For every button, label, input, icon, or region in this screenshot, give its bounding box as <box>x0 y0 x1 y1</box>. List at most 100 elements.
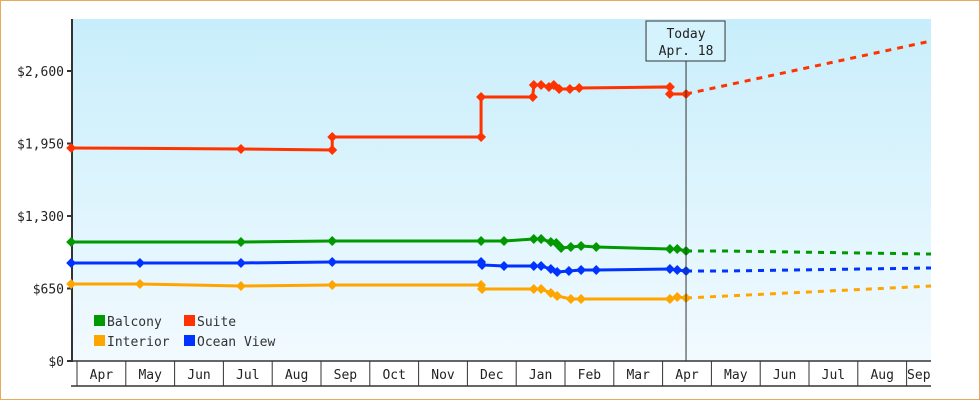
data-point <box>327 235 338 246</box>
data-point <box>672 291 683 302</box>
x-tick-label: Jul <box>822 368 845 383</box>
data-point <box>477 259 488 270</box>
y-tick-label: $2,600 <box>17 65 64 80</box>
data-point <box>235 281 246 292</box>
plot-area <box>72 19 931 361</box>
today-label: Today <box>666 27 705 42</box>
x-tick-label: Mar <box>626 368 650 383</box>
y-tick-label: $650 <box>33 283 64 298</box>
data-point <box>591 242 602 253</box>
legend-label: Ocean View <box>197 335 275 350</box>
x-tick-label: Jun <box>773 368 796 383</box>
x-tick-label: Aug <box>870 368 893 383</box>
legend-label: Balcony <box>107 315 162 330</box>
data-point <box>554 83 565 94</box>
data-point <box>576 241 587 252</box>
data-point <box>528 260 539 271</box>
data-point <box>134 279 145 290</box>
x-tick-label: Apr <box>90 368 114 383</box>
x-tick-label: Jul <box>236 368 259 383</box>
data-point <box>66 257 77 268</box>
x-tick-label: May <box>138 368 162 383</box>
data-point <box>66 236 77 247</box>
data-point <box>476 132 487 143</box>
series-interior <box>66 279 932 304</box>
legend-swatch <box>94 315 105 326</box>
data-point <box>327 144 338 155</box>
series-balcony <box>66 233 932 257</box>
data-point <box>536 260 547 271</box>
data-point <box>477 283 488 294</box>
data-point <box>134 257 145 268</box>
x-tick-label: Apr <box>675 368 699 383</box>
x-tick-label: Oct <box>382 368 405 383</box>
data-point <box>528 79 539 90</box>
x-tick-label: Nov <box>431 368 455 383</box>
x-tick-label: Jun <box>187 368 210 383</box>
data-point <box>527 91 538 102</box>
data-point <box>664 263 675 274</box>
y-tick-label: $0 <box>48 355 64 370</box>
data-point <box>536 283 547 294</box>
data-point <box>664 81 675 92</box>
data-point <box>672 264 683 275</box>
x-tick-label: Aug <box>285 368 308 383</box>
legend-label: Suite <box>197 315 236 330</box>
x-axis: Apr May Jun Jul Aug Sep Oct Nov Dec Jan Feb Mar Apr M… <box>71 360 931 387</box>
data-point <box>66 279 77 290</box>
legend-swatch <box>94 335 105 346</box>
legend: Balcony Suite Interior Ocean View <box>94 315 275 350</box>
data-point <box>591 264 602 275</box>
x-tick-label: Dec <box>480 368 503 383</box>
legend-swatch <box>184 315 195 326</box>
data-point <box>564 83 575 94</box>
data-point <box>528 233 539 244</box>
data-point <box>664 293 675 304</box>
data-point <box>235 236 246 247</box>
data-point <box>664 88 675 99</box>
legend-label: Interior <box>107 335 170 350</box>
legend-swatch <box>184 335 195 346</box>
forecast-line <box>686 266 932 273</box>
series-suite <box>66 39 932 155</box>
data-point <box>476 91 487 102</box>
data-point <box>565 242 576 253</box>
data-point <box>576 293 587 304</box>
data-point <box>528 283 539 294</box>
data-point <box>327 280 338 291</box>
data-point <box>499 235 509 246</box>
forecast-line <box>685 39 932 96</box>
data-point <box>556 243 567 254</box>
x-tick-label: Sep <box>334 368 358 383</box>
data-point <box>476 235 487 246</box>
data-point <box>664 244 675 255</box>
data-point <box>563 265 574 276</box>
series-group <box>66 39 932 304</box>
today-date: Apr. 18 <box>659 44 714 59</box>
data-point <box>536 233 547 244</box>
data-point <box>536 79 547 90</box>
x-tick-label: May <box>724 368 748 383</box>
data-point <box>327 256 338 267</box>
data-point <box>66 142 77 153</box>
data-point <box>235 257 246 268</box>
x-tick-label: Sep <box>907 368 931 383</box>
today-box <box>645 20 726 62</box>
forecast-line <box>686 249 932 256</box>
y-tick-label: $1,300 <box>17 210 64 225</box>
series-ocean-view <box>66 256 932 277</box>
y-axis: $0 $650 $1,300 $1,950 $2,600 <box>17 19 73 370</box>
x-tick-label: Jan <box>529 368 552 383</box>
data-point <box>327 132 338 143</box>
data-point <box>576 264 587 275</box>
data-point <box>552 290 563 301</box>
data-point <box>235 143 246 154</box>
y-tick-label: $1,950 <box>17 138 64 153</box>
today-marker: Today Apr. 18 <box>645 20 726 361</box>
forecast-line <box>685 284 932 300</box>
data-point <box>552 266 563 277</box>
data-point <box>565 293 576 304</box>
data-point <box>574 82 585 93</box>
